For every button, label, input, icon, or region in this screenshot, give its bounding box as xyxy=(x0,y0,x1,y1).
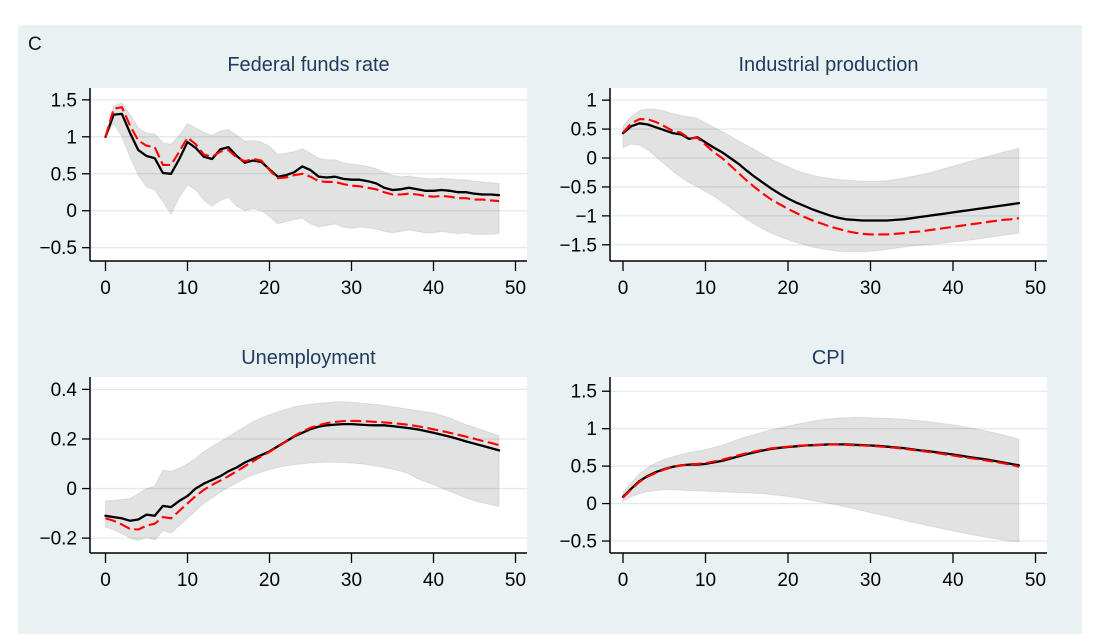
irf-line-dashed xyxy=(105,419,500,531)
chart-canvas-unemployment: 0.4 0.2 0 −0.2 0 10 20 30 40 50 xyxy=(39,377,527,591)
x-tick-label: 40 xyxy=(423,570,444,591)
chart-title-cpi: CPI xyxy=(811,347,846,369)
chart-panel-unemployment: Unemployment 0.4 0.2 0 −0.2 0 10 20 30 40 50 xyxy=(18,321,550,634)
irf-figure: C Federal funds rate 1.5 1 0.5 0 −0.5 0 10 20 30… xyxy=(18,25,1082,634)
x-tick-label: 50 xyxy=(1025,570,1046,591)
x-tick-label: 50 xyxy=(505,570,526,591)
irf-line-dashed xyxy=(104,106,500,203)
chart-panel-industrial-production: Industrial production 1 0.5 0 −0.5 −1 −1.5 0 10… xyxy=(550,25,1082,321)
x-tick-label: 20 xyxy=(777,570,798,591)
irf-line-solid xyxy=(104,422,501,522)
y-tick-label: 1 xyxy=(66,127,77,148)
y-tick-label: −1.5 xyxy=(559,235,597,256)
y-tick-label: 0 xyxy=(66,201,77,222)
y-tick-label: 0.5 xyxy=(571,457,597,478)
chart-panel-federal-funds-rate: Federal funds rate 1.5 1 0.5 0 −0.5 0 10 20 30 40… xyxy=(18,25,550,321)
y-tick-label: 0.4 xyxy=(51,380,78,401)
y-tick-label: −0.5 xyxy=(39,238,77,259)
x-tick-label: 10 xyxy=(177,570,198,591)
chart-panel-cpi: CPI 1.5 1 0.5 0 −0.5 0 10 20 30 40 50 xyxy=(550,321,1082,634)
x-tick-label: 50 xyxy=(1025,278,1046,299)
y-tick-label: 0 xyxy=(66,479,77,500)
y-tick-label: −0.5 xyxy=(559,177,597,198)
x-tick-label: 10 xyxy=(695,278,716,299)
chart-title-federal-funds-rate: Federal funds rate xyxy=(227,54,390,76)
y-tick-label: 1 xyxy=(586,91,597,112)
x-tick-label: 20 xyxy=(777,278,798,299)
plot-area xyxy=(90,88,527,261)
x-tick-label: 40 xyxy=(423,278,444,299)
chart-title-unemployment: Unemployment xyxy=(241,347,376,369)
chart-title-industrial-production: Industrial production xyxy=(738,54,919,76)
x-tick-label: 30 xyxy=(860,278,881,299)
irf-line-dashed xyxy=(622,443,1020,499)
x-tick-label: 40 xyxy=(942,570,963,591)
x-tick-label: 10 xyxy=(177,278,198,299)
confidence-band xyxy=(105,401,500,542)
y-tick-label: 0 xyxy=(586,494,597,515)
x-tick-label: 0 xyxy=(100,570,111,591)
y-tick-label: −1 xyxy=(575,206,597,227)
panel-label: C xyxy=(28,34,42,55)
plot-area xyxy=(610,88,1047,261)
irf-line-dashed xyxy=(622,118,1020,236)
y-tick-label: 1.5 xyxy=(571,382,597,403)
y-tick-label: 0.5 xyxy=(571,120,597,141)
y-tick-label: −0.2 xyxy=(39,529,77,550)
x-tick-label: 0 xyxy=(100,278,111,299)
x-tick-label: 30 xyxy=(341,278,362,299)
y-tick-label: 0 xyxy=(586,149,597,170)
chart-canvas-federal-funds-rate: 1.5 1 0.5 0 −0.5 0 10 20 30 40 50 xyxy=(39,88,527,299)
y-tick-label: 1 xyxy=(586,419,597,440)
plot-area xyxy=(90,377,527,553)
y-tick-label: 0.2 xyxy=(51,429,77,450)
chart-canvas-industrial-production: 1 0.5 0 −0.5 −1 −1.5 0 10 20 30 40 50 xyxy=(559,88,1047,299)
x-tick-label: 20 xyxy=(259,570,280,591)
confidence-band xyxy=(622,416,1020,543)
x-tick-label: 0 xyxy=(618,570,629,591)
chart-canvas-cpi: 1.5 1 0.5 0 −0.5 0 10 20 30 40 50 xyxy=(559,377,1047,591)
confidence-band xyxy=(105,102,500,235)
x-tick-label: 50 xyxy=(505,278,526,299)
x-tick-label: 0 xyxy=(618,278,629,299)
y-tick-label: 1.5 xyxy=(51,90,77,111)
x-tick-label: 40 xyxy=(942,278,963,299)
irf-line-solid xyxy=(621,122,1021,222)
y-tick-label: −0.5 xyxy=(559,532,597,553)
y-tick-label: 0.5 xyxy=(51,164,77,185)
x-tick-label: 10 xyxy=(695,570,716,591)
x-tick-label: 30 xyxy=(860,570,881,591)
x-tick-label: 20 xyxy=(259,278,280,299)
x-tick-label: 30 xyxy=(341,570,362,591)
irf-line-solid xyxy=(104,112,501,197)
